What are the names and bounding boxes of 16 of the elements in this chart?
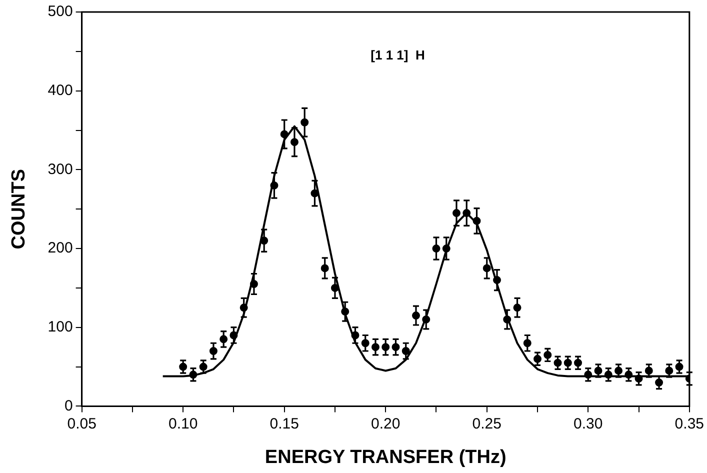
y-tick-label: 200 (48, 240, 73, 257)
text: 0.10 (168, 415, 198, 432)
x-tick-label: 0.15 (270, 415, 299, 432)
y-tick-label: 500 (48, 3, 73, 20)
y-tick-label: 300 (48, 160, 73, 178)
x-tick-label: 0.35 (674, 415, 704, 432)
y-tick-label: 400 (48, 82, 73, 99)
y-axis-title: COUNTS (8, 168, 30, 250)
x-tick-label: 0.25 (472, 415, 502, 432)
x-axis-title: ENERGY TRANSFER (THz) (264, 446, 506, 468)
y-tick-label: 0 (64, 397, 73, 414)
x-tick-label: 0.05 (67, 415, 96, 432)
annotation: [1 1 1] H (370, 47, 425, 62)
y-tick-label: 100 (48, 318, 73, 336)
text: 0.20 (371, 415, 400, 432)
text: 0.30 (574, 415, 603, 432)
